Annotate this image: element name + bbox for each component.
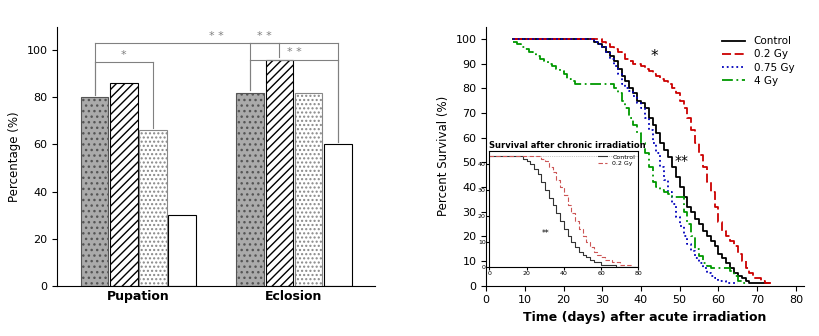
0.2 Gy xyxy=(566,37,576,41)
Line: 0.2 Gy: 0.2 Gy xyxy=(513,39,771,283)
0.2 Gy xyxy=(508,37,518,41)
Control xyxy=(612,67,622,71)
Bar xyxy=(80,97,108,286)
0.2 Gy xyxy=(658,79,668,83)
Text: * *: * * xyxy=(209,31,224,41)
0.2 Gy xyxy=(616,52,626,56)
0.75 Gy xyxy=(721,281,731,285)
0.75 Gy xyxy=(623,89,633,93)
Bar xyxy=(168,215,196,286)
0.75 Gy xyxy=(531,37,541,41)
0.75 Gy xyxy=(566,37,576,41)
Bar xyxy=(265,60,293,286)
4 Gy xyxy=(589,82,599,86)
Control xyxy=(762,281,772,285)
4 Gy xyxy=(554,69,563,73)
Bar xyxy=(294,93,322,286)
Text: * *: * * xyxy=(287,47,301,57)
Bar xyxy=(139,130,166,286)
0.75 Gy xyxy=(508,37,518,41)
0.75 Gy xyxy=(542,37,552,41)
Bar xyxy=(324,144,351,286)
Bar xyxy=(236,93,264,286)
Legend: Control, 0.2 Gy, 0.75 Gy, 4 Gy: Control, 0.2 Gy, 0.75 Gy, 4 Gy xyxy=(717,32,798,90)
Y-axis label: Percent Survival (%): Percent Survival (%) xyxy=(437,96,450,216)
4 Gy xyxy=(508,40,518,44)
4 Gy xyxy=(647,180,657,184)
0.75 Gy xyxy=(670,215,680,219)
4 Gy xyxy=(631,131,641,135)
Control xyxy=(546,37,556,41)
0.2 Gy xyxy=(759,281,769,285)
0.2 Gy xyxy=(569,37,579,41)
Text: **: ** xyxy=(674,154,688,168)
Text: *: * xyxy=(650,49,658,65)
Line: Control: Control xyxy=(513,39,767,283)
Control xyxy=(623,86,633,90)
Control xyxy=(748,281,758,285)
Control xyxy=(539,37,549,41)
Y-axis label: Percentage (%): Percentage (%) xyxy=(8,111,21,202)
4 Gy xyxy=(562,77,572,81)
4 Gy xyxy=(740,281,749,285)
4 Gy xyxy=(735,281,745,285)
Control xyxy=(508,37,518,41)
0.75 Gy xyxy=(515,37,525,41)
0.2 Gy xyxy=(740,266,749,270)
Text: * *: * * xyxy=(257,31,272,41)
Line: 4 Gy: 4 Gy xyxy=(513,42,744,283)
4 Gy xyxy=(708,266,718,270)
0.2 Gy xyxy=(654,77,664,81)
Control xyxy=(701,234,711,238)
Bar xyxy=(110,83,138,286)
Text: *: * xyxy=(120,50,126,60)
Line: 0.75 Gy: 0.75 Gy xyxy=(513,39,737,283)
Control xyxy=(744,281,753,285)
0.2 Gy xyxy=(767,281,776,285)
0.75 Gy xyxy=(732,281,742,285)
X-axis label: Time (days) after acute irradiation: Time (days) after acute irradiation xyxy=(523,311,766,324)
